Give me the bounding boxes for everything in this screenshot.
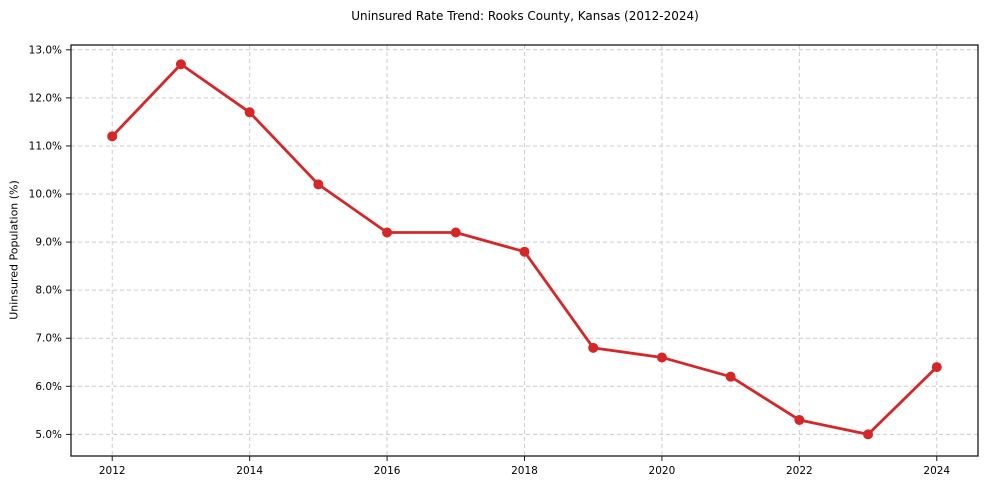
data-point-2018: [519, 246, 530, 257]
data-point-2019: [588, 342, 599, 353]
x-tick-label: 2014: [236, 465, 263, 477]
data-point-2023: [863, 429, 874, 440]
x-tick-label: 2020: [649, 465, 676, 477]
data-point-2014: [244, 107, 255, 118]
y-tick-label: 6.0%: [35, 381, 62, 393]
data-point-2022: [794, 414, 805, 425]
x-tick-label: 2024: [923, 465, 950, 477]
y-tick-label: 9.0%: [35, 237, 62, 249]
y-tick-label: 11.0%: [29, 140, 62, 152]
y-tick-label: 10.0%: [29, 189, 62, 201]
data-point-2013: [175, 59, 186, 70]
data-point-2021: [725, 371, 736, 382]
data-point-2024: [931, 362, 942, 373]
x-tick-label: 2012: [99, 465, 126, 477]
y-tick-label: 5.0%: [35, 429, 62, 441]
y-axis-label: Uninsured Population (%): [7, 180, 21, 320]
y-tick-label: 8.0%: [35, 285, 62, 297]
data-point-2017: [450, 227, 461, 238]
x-tick-label: 2018: [511, 465, 538, 477]
data-point-2015: [313, 179, 324, 190]
data-point-2012: [107, 131, 118, 142]
y-tick-label: 13.0%: [29, 44, 62, 56]
y-tick-label: 12.0%: [29, 92, 62, 104]
x-tick-label: 2016: [374, 465, 401, 477]
data-point-2016: [382, 227, 393, 238]
y-tick-label: 7.0%: [35, 333, 62, 345]
chart-title: Uninsured Rate Trend: Rooks County, Kans…: [351, 9, 699, 23]
data-point-2020: [656, 352, 667, 363]
x-tick-label: 2022: [786, 465, 813, 477]
